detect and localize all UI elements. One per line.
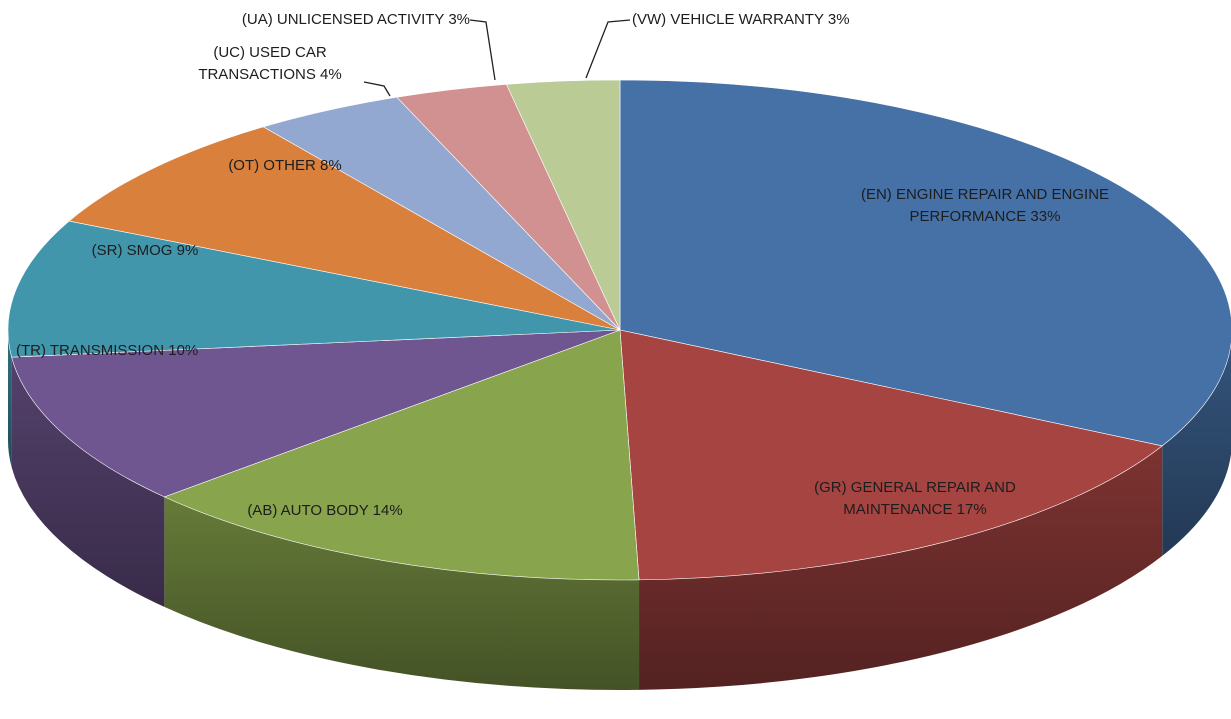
slice-label: (UA) UNLICENSED ACTIVITY 3% xyxy=(160,9,470,31)
pie-slice xyxy=(68,126,621,331)
leader-line xyxy=(469,19,496,81)
slice-label: (EN) ENGINE REPAIR AND ENGINE PERFORMANC… xyxy=(835,184,1135,228)
value-label: 3% xyxy=(448,11,470,28)
value-label: 14% xyxy=(372,502,403,519)
category-label: (OT) OTHER xyxy=(228,157,316,174)
slice-label: (AB) AUTO BODY 14% xyxy=(200,500,450,522)
slice-side xyxy=(639,445,1163,690)
slice-label: (TR) TRANSMISSION 10% xyxy=(16,340,296,362)
pie-slice xyxy=(11,329,621,498)
value-label: 9% xyxy=(176,242,199,259)
pie-slice xyxy=(7,220,621,358)
slice-label: (GR) GENERAL REPAIR AND MAINTENANCE 17% xyxy=(770,477,1060,521)
category-label: (EN) ENGINE REPAIR AND ENGINE PERFORMANC… xyxy=(860,186,1110,225)
slice-label: (VW) VEHICLE WARRANTY 3% xyxy=(632,9,932,31)
slice-side xyxy=(1162,343,1231,556)
slice-label: (UC) USED CAR TRANSACTIONS 4% xyxy=(170,42,370,86)
value-label: 17% xyxy=(956,501,987,518)
slice-side xyxy=(11,357,165,607)
slice-label: (SR) SMOG 9% xyxy=(70,240,220,262)
pie-slice xyxy=(163,329,640,581)
category-label: (TR) TRANSMISSION xyxy=(16,342,165,359)
slice-label: (OT) OTHER 8% xyxy=(200,155,370,177)
value-label: 33% xyxy=(1030,208,1061,225)
category-label: (UC) USED CAR TRANSACTIONS xyxy=(198,44,327,83)
slice-side xyxy=(164,496,640,690)
leader-line xyxy=(585,19,631,79)
category-label: (UA) UNLICENSED ACTIVITY xyxy=(241,11,445,28)
category-label: (AB) AUTO BODY xyxy=(247,502,369,519)
category-label: (SR) SMOG xyxy=(91,242,173,259)
value-label: 3% xyxy=(827,11,850,28)
value-label: 4% xyxy=(320,66,342,83)
value-label: 10% xyxy=(168,342,199,359)
leader-line xyxy=(363,81,391,97)
category-label: (VW) VEHICLE WARRANTY xyxy=(632,11,824,28)
pie-slice xyxy=(619,79,1231,447)
slice-side xyxy=(8,330,12,468)
pie-slice xyxy=(619,329,1163,581)
category-label: (GR) GENERAL REPAIR AND MAINTENANCE xyxy=(814,479,1016,518)
pie-slice xyxy=(505,79,621,331)
value-label: 8% xyxy=(319,157,342,174)
